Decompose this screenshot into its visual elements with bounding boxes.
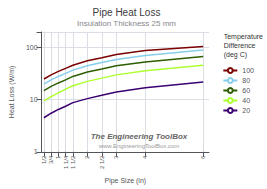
svg-text:(deg C): (deg C) [224, 51, 247, 59]
svg-text:1: 1 [55, 155, 61, 159]
svg-text:20: 20 [242, 107, 250, 114]
svg-text:100: 100 [242, 67, 254, 74]
svg-text:2 1/2: 2 1/2 [99, 155, 105, 169]
svg-text:2: 2 [84, 155, 90, 159]
svg-text:Temperature: Temperature [224, 33, 263, 41]
svg-text:60: 60 [242, 87, 250, 94]
svg-text:10: 10 [30, 96, 38, 103]
svg-text:www.EngineeringToolBox.com: www.EngineeringToolBox.com [98, 143, 180, 149]
svg-text:Difference: Difference [224, 42, 256, 49]
svg-text:3: 3 [113, 155, 119, 159]
svg-text:3/4: 3/4 [48, 155, 54, 164]
svg-text:The Engineering ToolBox: The Engineering ToolBox [91, 132, 188, 141]
svg-text:40: 40 [242, 97, 250, 104]
svg-text:Pipe Size (in): Pipe Size (in) [104, 177, 146, 185]
svg-text:Heat Loss (W/m): Heat Loss (W/m) [8, 66, 16, 119]
svg-text:Insulation Thickness 25 mm: Insulation Thickness 25 mm [77, 19, 176, 28]
svg-text:1: 1 [34, 148, 38, 155]
svg-text:Pipe Heat Loss: Pipe Heat Loss [93, 7, 161, 18]
svg-text:6: 6 [200, 155, 206, 159]
svg-text:80: 80 [242, 77, 250, 84]
svg-text:1 1/2: 1 1/2 [70, 155, 76, 169]
svg-text:1/2: 1/2 [41, 155, 47, 164]
svg-text:100: 100 [26, 44, 38, 51]
svg-text:1 1/4: 1 1/4 [63, 155, 69, 169]
svg-text:4: 4 [142, 155, 148, 159]
